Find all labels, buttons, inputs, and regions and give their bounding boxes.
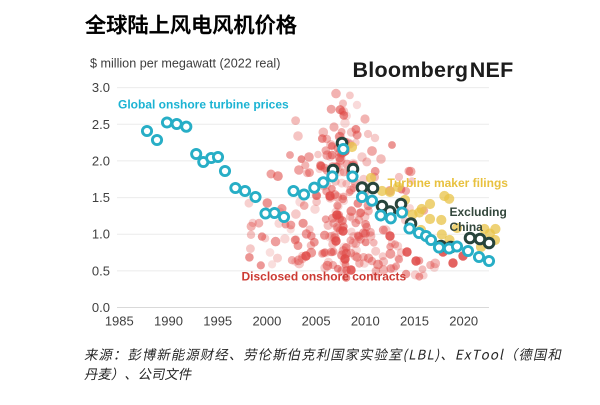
svg-text:2000: 2000 <box>252 314 281 329</box>
svg-text:2.5: 2.5 <box>92 117 110 132</box>
svg-text:1.0: 1.0 <box>92 227 110 242</box>
svg-text:Global onshore turbine prices: Global onshore turbine prices <box>118 98 289 112</box>
svg-text:2015: 2015 <box>400 314 429 329</box>
svg-text:1985: 1985 <box>105 314 134 329</box>
svg-text:2005: 2005 <box>302 314 331 329</box>
svg-text:3.0: 3.0 <box>92 80 110 95</box>
svg-text:1.5: 1.5 <box>92 190 110 205</box>
svg-text:2.0: 2.0 <box>92 153 110 168</box>
svg-text:1995: 1995 <box>203 314 232 329</box>
svg-text:Excluding: Excluding <box>450 205 507 219</box>
svg-text:0.0: 0.0 <box>92 300 110 315</box>
svg-text:2010: 2010 <box>351 314 380 329</box>
svg-text:2020: 2020 <box>449 314 478 329</box>
svg-text:BloombergNEF: BloombergNEF <box>353 58 514 82</box>
svg-text:0.5: 0.5 <box>92 263 110 278</box>
svg-text:$ million per megawatt (2022 r: $ million per megawatt (2022 real) <box>90 57 280 71</box>
svg-text:China: China <box>450 220 484 234</box>
svg-text:Turbine maker filings: Turbine maker filings <box>388 176 509 190</box>
svg-text:Disclosed onshore contracts: Disclosed onshore contracts <box>242 269 407 283</box>
svg-text:1990: 1990 <box>154 314 183 329</box>
